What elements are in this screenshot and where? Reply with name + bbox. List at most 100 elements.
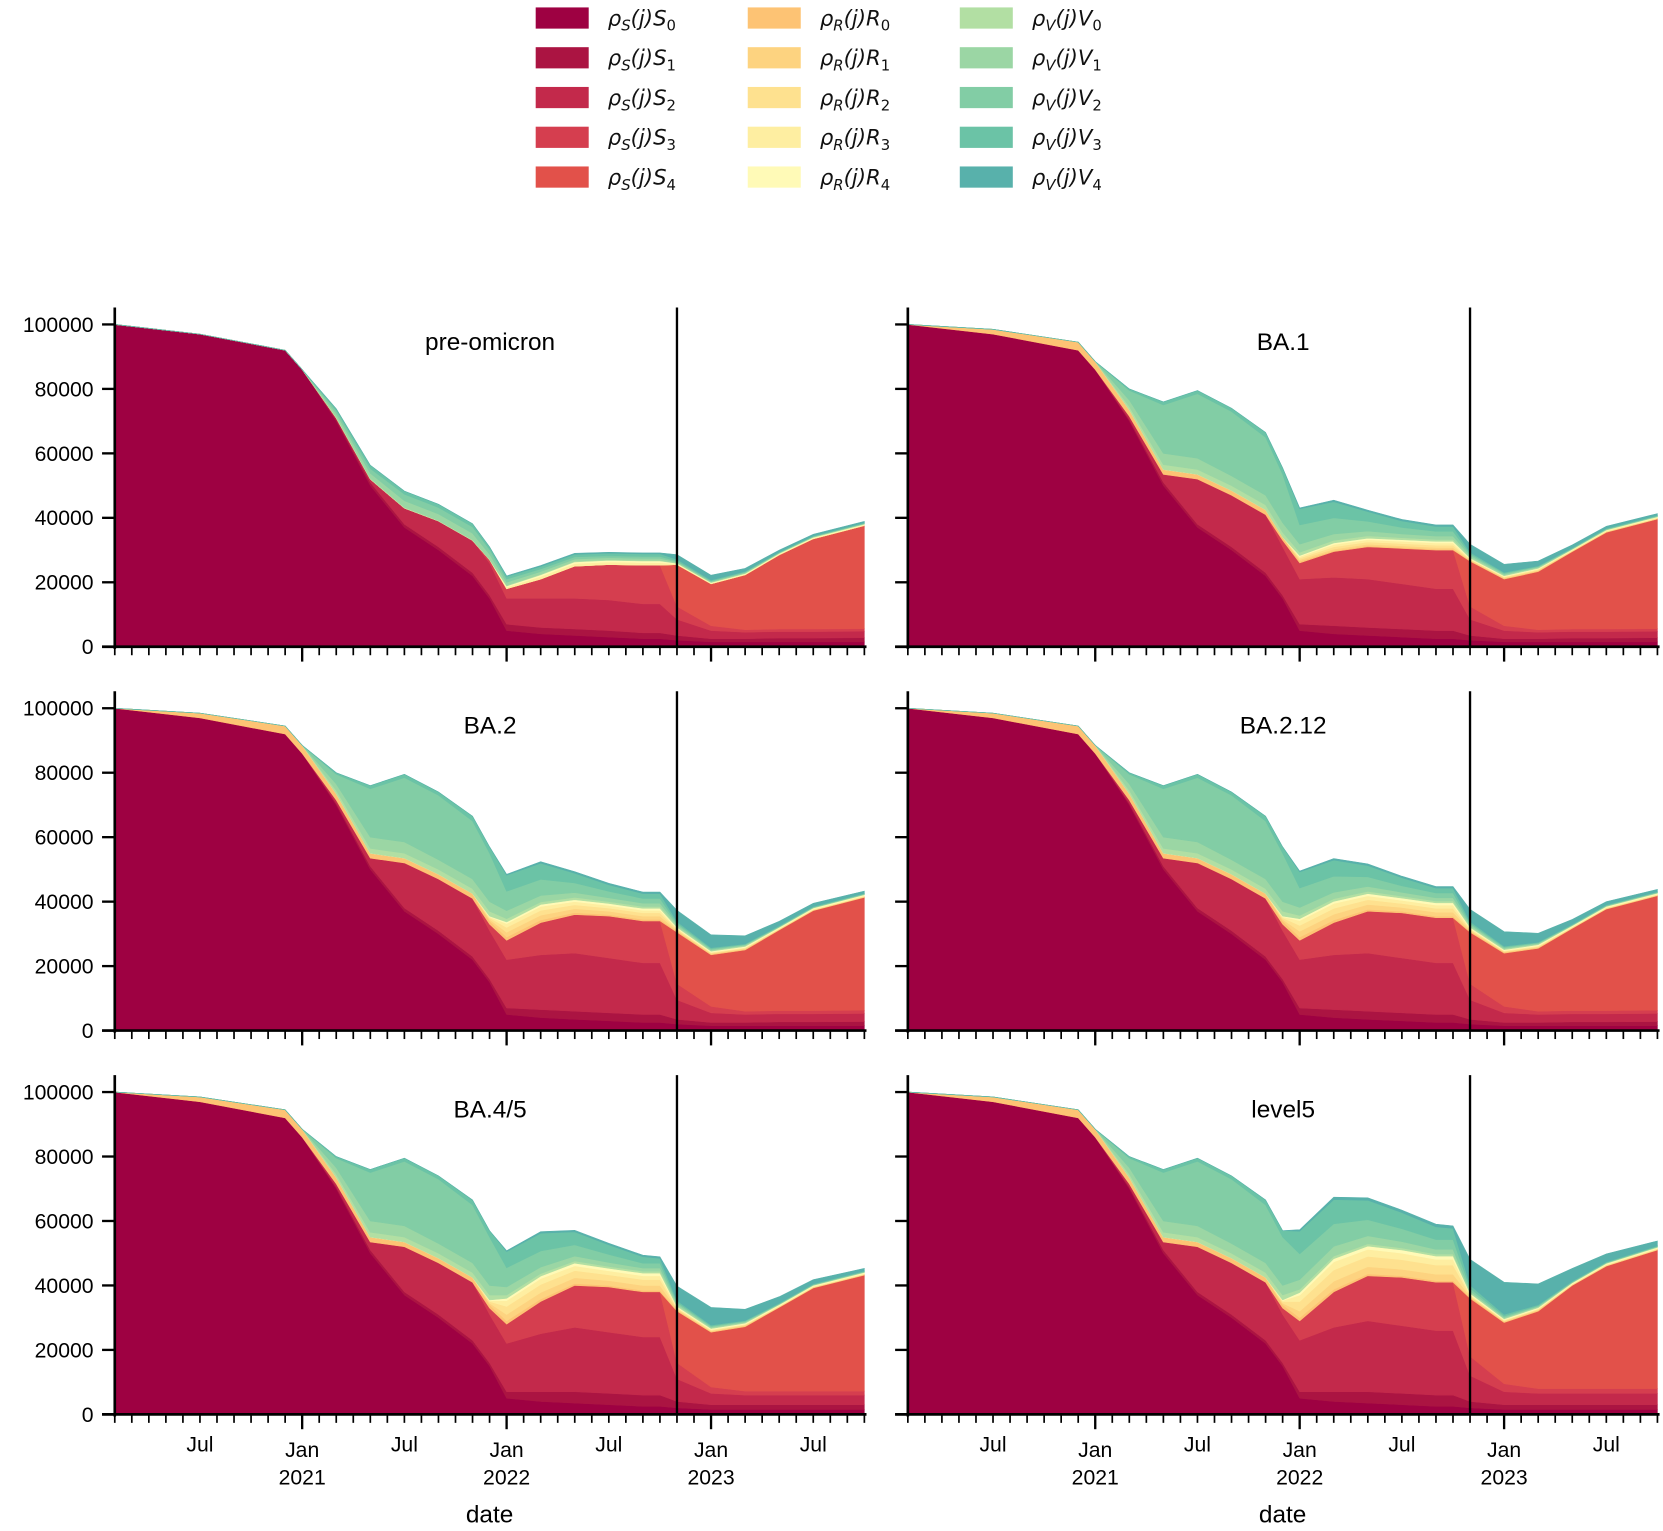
- legend-label-R4: ρR(j)R4: [820, 164, 890, 193]
- area-V4: [907, 324, 1658, 573]
- legend-label-V0: ρV(j)V0: [1032, 5, 1102, 34]
- legend-label-R1: ρR(j)R1: [820, 45, 890, 74]
- x-tick-year-label: 2023: [1481, 1466, 1528, 1489]
- y-tick-label: 80000: [35, 378, 94, 401]
- panel-title: BA.4/5: [454, 1097, 527, 1124]
- legend-label-V3: ρV(j)V3: [1032, 125, 1102, 154]
- legend-label-S0: ρS(j)S0: [608, 5, 676, 34]
- legend: ρS(j)S0 ρS(j)S1 ρS(j)S2 ρS(j)S3 ρS(j)S4 ρR(j)…: [535, 5, 1102, 194]
- legend-label-R3: ρR(j)R3: [820, 125, 890, 154]
- legend-swatch-S0: [535, 7, 589, 29]
- x-tick-label: Jul: [595, 1433, 622, 1456]
- legend-swatch-V4: [959, 166, 1013, 188]
- x-tick-label: Jul: [1593, 1433, 1620, 1456]
- legend-entry-V0: ρV(j)V0: [959, 5, 1102, 35]
- panel-title: BA.1: [1257, 329, 1310, 356]
- legend-label-V1: ρV(j)V1: [1032, 45, 1102, 74]
- legend-swatch-S1: [535, 47, 589, 69]
- x-tick-label: Jan: [1487, 1439, 1521, 1462]
- panel-title: BA.2.12: [1240, 713, 1327, 740]
- area-V4: [907, 1091, 1658, 1315]
- y-tick-label: 60000: [35, 1210, 94, 1233]
- legend-label-R2: ρR(j)R2: [820, 85, 890, 114]
- panels: 0 20000 40000 60000 80000 100000 pre-omicron BA…: [23, 307, 1660, 1529]
- y-tick-label: 20000: [35, 1339, 94, 1362]
- area-V4: [114, 324, 865, 581]
- panel-title: pre-omicron: [425, 329, 555, 356]
- legend-label-V2: ρV(j)V2: [1032, 85, 1102, 114]
- legend-entry-R4: ρR(j)R4: [747, 164, 890, 194]
- panel-ba-2-12: BA.2.12: [895, 691, 1660, 1046]
- y-tick-label: 0: [82, 636, 94, 659]
- y-tick-label: 80000: [35, 1146, 94, 1169]
- legend-entry-R1: ρR(j)R1: [747, 45, 890, 75]
- y-tick-label: 20000: [35, 572, 94, 595]
- x-tick-label: Jan: [490, 1439, 524, 1462]
- x-tick-label: Jul: [800, 1433, 827, 1456]
- y-tick-label: 80000: [35, 762, 94, 785]
- legend-entry-V4: ρV(j)V4: [959, 164, 1102, 194]
- legend-entry-V2: ρV(j)V2: [959, 85, 1102, 114]
- x-tick-year-label: 2022: [1276, 1466, 1323, 1489]
- legend-swatch-R2: [747, 86, 801, 109]
- legend-entry-V3: ρV(j)V3: [959, 125, 1102, 154]
- x-tick-year-label: 2022: [483, 1466, 530, 1489]
- legend-swatch-V0: [959, 7, 1013, 29]
- legend-entry-R3: ρR(j)R3: [747, 125, 890, 154]
- y-tick-label: 40000: [35, 507, 94, 530]
- legend-swatch-R0: [747, 7, 801, 29]
- x-tick-year-label: 2023: [687, 1466, 734, 1489]
- area-V4: [114, 707, 865, 949]
- x-axis-label: date: [466, 1502, 513, 1529]
- x-tick-label: Jan: [1283, 1439, 1317, 1462]
- legend-swatch-R3: [747, 126, 801, 148]
- x-tick-label: Jul: [979, 1433, 1006, 1456]
- panel-pre-omicron: 0 20000 40000 60000 80000 100000 pre-omicron: [23, 307, 867, 662]
- x-tick-label: Jan: [694, 1439, 728, 1462]
- legend-swatch-R4: [747, 166, 801, 188]
- area-V4: [114, 1091, 865, 1326]
- legend-entry-S1: ρS(j)S1: [535, 45, 676, 75]
- legend-entry-S2: ρS(j)S2: [535, 85, 676, 114]
- legend-label-S1: ρS(j)S1: [608, 45, 676, 74]
- panel-title: level5: [1251, 1097, 1315, 1124]
- legend-swatch-S2: [535, 86, 589, 109]
- panel-ba-4-5: 0 20000 40000 60000 80000 100000 Jul Jan 2021 Jul…: [23, 1075, 867, 1529]
- y-tick-label: 40000: [35, 1275, 94, 1298]
- x-tick-label: Jul: [391, 1433, 418, 1456]
- x-tick-year-label: 2021: [279, 1466, 326, 1489]
- x-tick-label: Jul: [186, 1433, 213, 1456]
- y-tick-label: 20000: [35, 956, 94, 979]
- legend-entry-S0: ρS(j)S0: [535, 5, 676, 35]
- legend-swatch-V3: [959, 126, 1013, 148]
- y-tick-label: 0: [82, 1020, 94, 1043]
- panel-ba-2: 0 20000 40000 60000 80000 100000 BA.2: [23, 691, 867, 1046]
- y-tick-label: 100000: [23, 314, 94, 337]
- panel-title: BA.2: [464, 713, 517, 740]
- legend-swatch-V1: [959, 47, 1013, 69]
- legend-entry-S4: ρS(j)S4: [535, 164, 676, 194]
- legend-swatch-S3: [535, 126, 589, 148]
- x-tick-label: Jul: [1388, 1433, 1415, 1456]
- x-axis-label: date: [1259, 1502, 1306, 1529]
- legend-swatch-R1: [747, 47, 801, 69]
- legend-swatch-S4: [535, 166, 589, 188]
- y-tick-label: 0: [82, 1404, 94, 1427]
- panel-level5: Jul Jan 2021 Jul Jan 2022 Jul Jan 2023 Jul date lev…: [895, 1075, 1660, 1529]
- y-tick-label: 60000: [35, 827, 94, 850]
- legend-label-S2: ρS(j)S2: [608, 85, 676, 114]
- legend-label-S4: ρS(j)S4: [608, 164, 676, 193]
- y-tick-label: 100000: [23, 698, 94, 721]
- panel-ba-1: BA.1: [895, 307, 1660, 662]
- legend-entry-R0: ρR(j)R0: [747, 5, 890, 35]
- legend-label-V4: ρV(j)V4: [1032, 164, 1102, 193]
- y-tick-label: 40000: [35, 891, 94, 914]
- x-tick-year-label: 2021: [1072, 1466, 1119, 1489]
- legend-entry-V1: ρV(j)V1: [959, 45, 1102, 75]
- y-tick-label: 100000: [23, 1081, 94, 1104]
- legend-entry-R2: ρR(j)R2: [747, 85, 890, 114]
- x-tick-label: Jul: [1184, 1433, 1211, 1456]
- y-tick-label: 60000: [35, 443, 94, 466]
- x-tick-label: Jan: [1078, 1439, 1112, 1462]
